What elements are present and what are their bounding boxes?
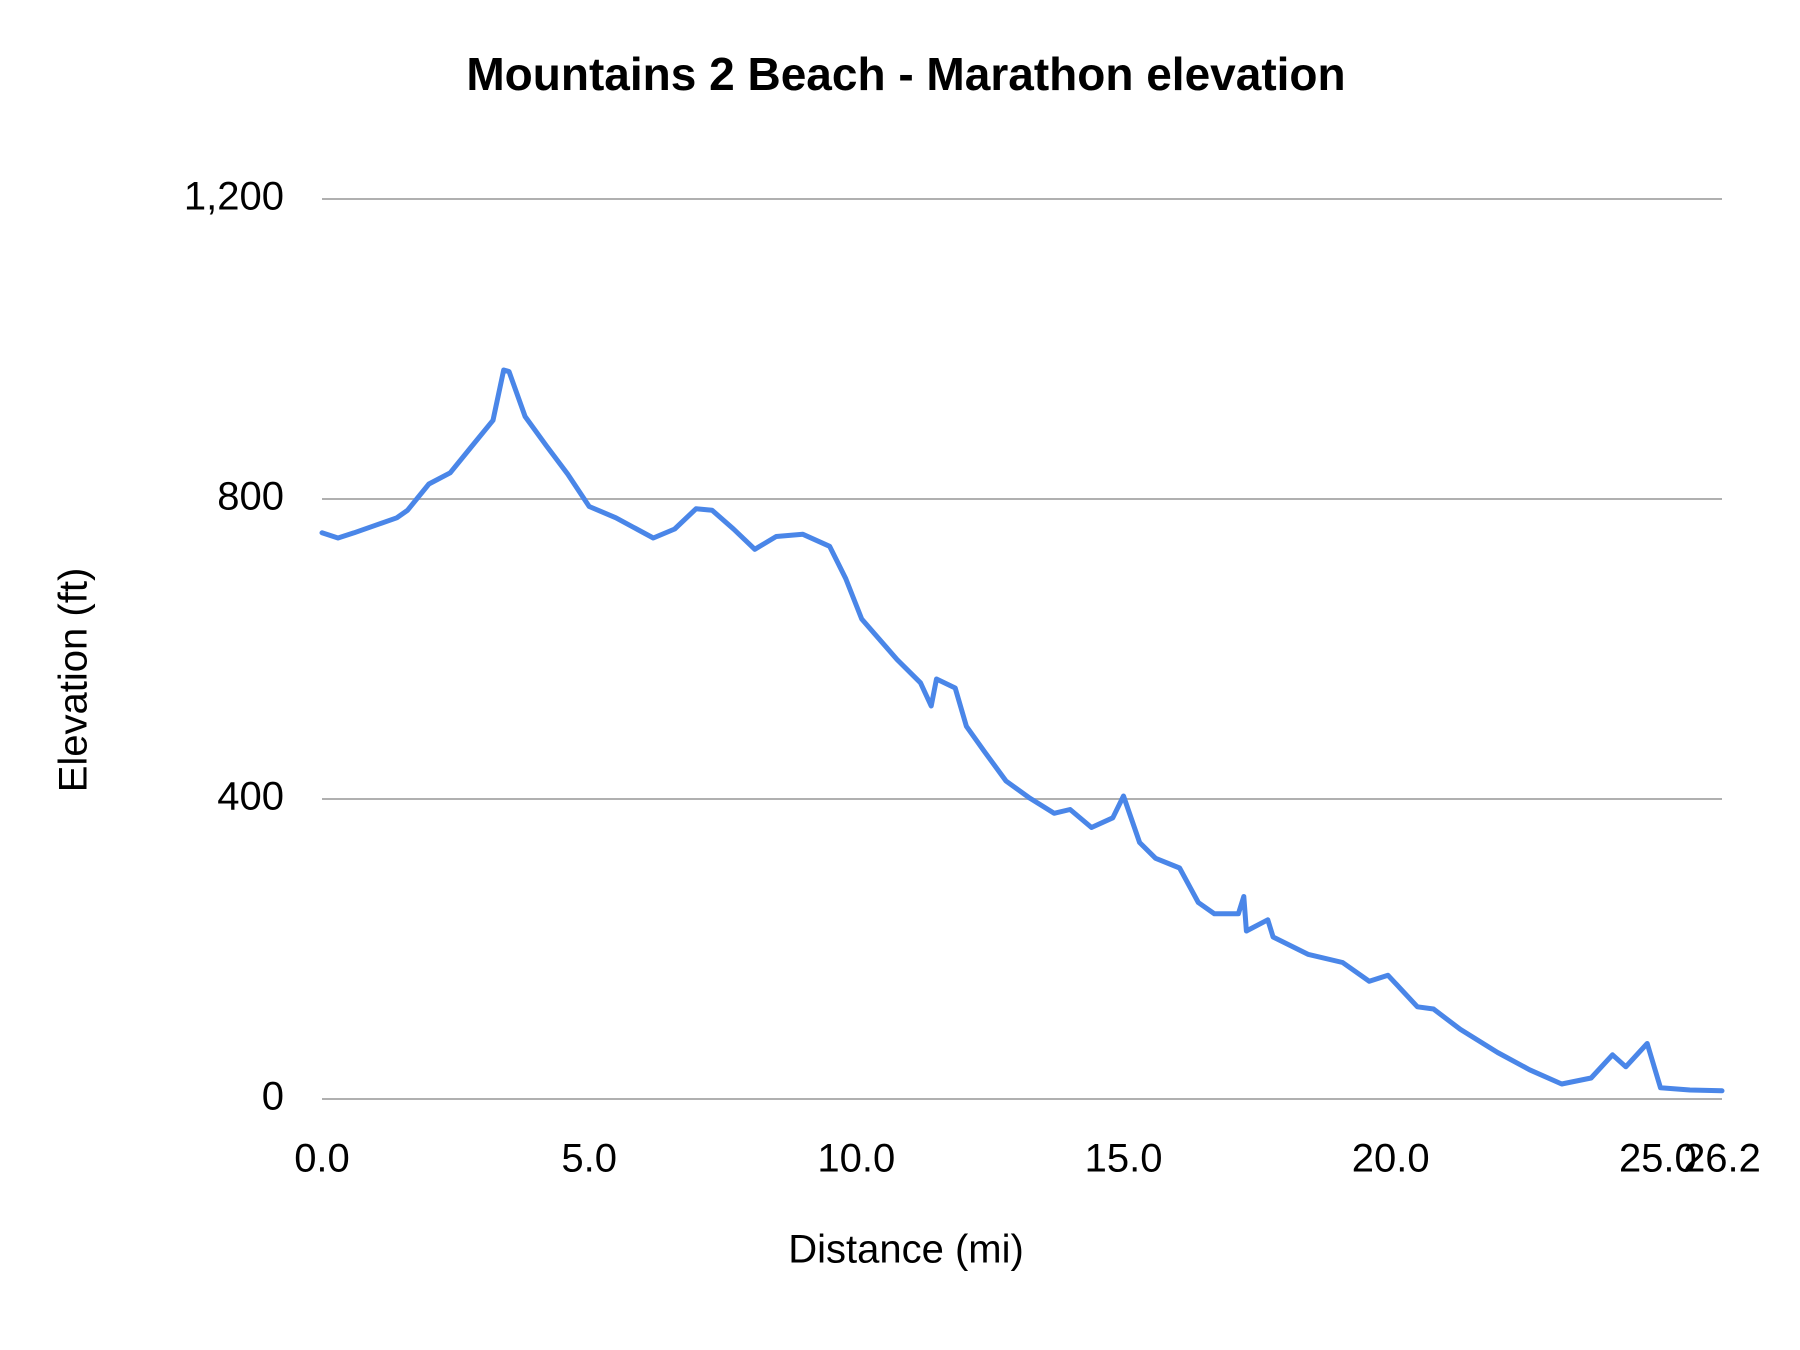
- chart-title: Mountains 2 Beach - Marathon elevation: [466, 48, 1345, 100]
- y-axis-label: Elevation (ft): [52, 568, 96, 793]
- y-tick-label: 400: [217, 775, 284, 819]
- y-tick-label: 800: [217, 475, 284, 519]
- x-tick-label: 25.0: [1619, 1137, 1697, 1181]
- x-tick-label: 15.0: [1085, 1137, 1163, 1181]
- elevation-line: [319, 367, 1725, 1094]
- y-tick-label: 1,200: [184, 175, 284, 219]
- y-tick-label: 0: [262, 1075, 284, 1119]
- x-tick-label: 20.0: [1352, 1137, 1430, 1181]
- x-tick-label: 10.0: [817, 1137, 895, 1181]
- x-tick-label: 0.0: [294, 1137, 350, 1181]
- x-axis-label: Distance (mi): [788, 1228, 1024, 1272]
- x-tick-label: 5.0: [561, 1137, 617, 1181]
- x-tick-label: 26.2: [1683, 1137, 1761, 1181]
